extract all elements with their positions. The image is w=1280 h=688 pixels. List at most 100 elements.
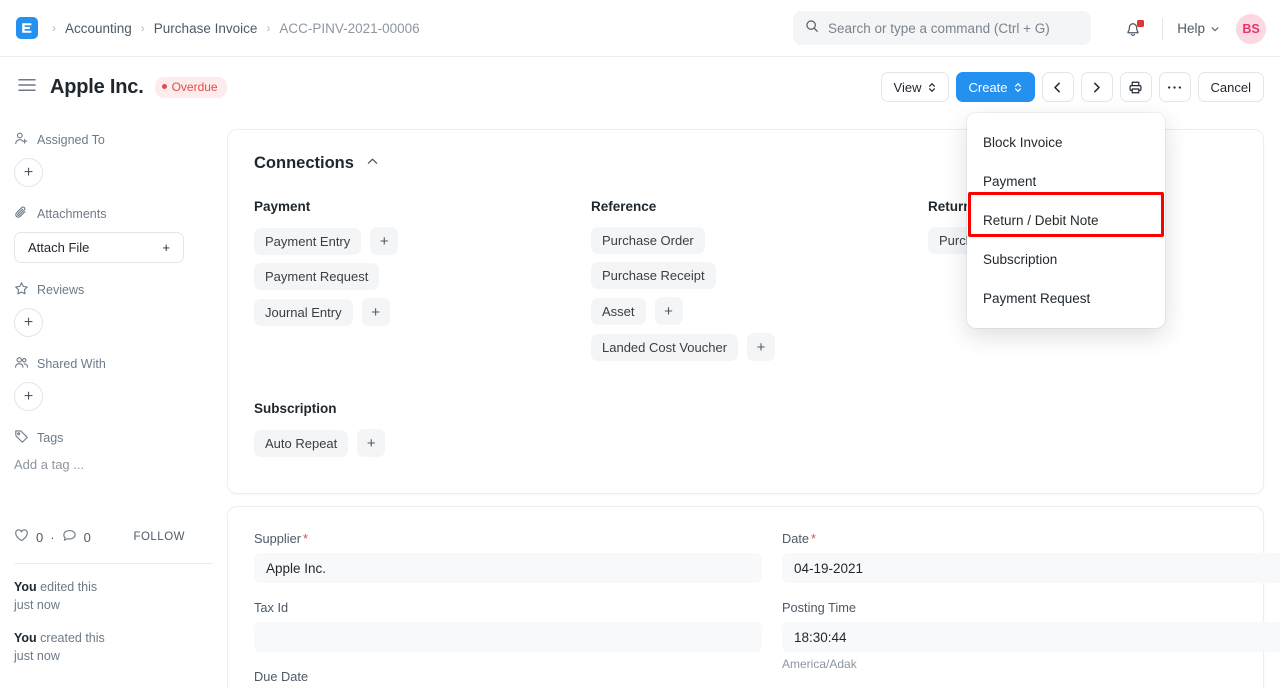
breadcrumb: › Accounting › Purchase Invoice › ACC-PI…: [52, 21, 420, 36]
activity-action: edited this: [36, 580, 98, 594]
heart-icon[interactable]: [14, 528, 29, 546]
cancel-label: Cancel: [1210, 79, 1251, 95]
follow-button[interactable]: FOLLOW: [133, 531, 185, 543]
link-chip-asset[interactable]: Asset: [591, 297, 646, 325]
link-chip-landed-cost-voucher[interactable]: Landed Cost Voucher: [591, 333, 739, 361]
activity-actor: You: [14, 631, 37, 646]
menu-item-payment[interactable]: Payment: [983, 174, 1037, 189]
navbar-divider: [1162, 17, 1164, 40]
avatar[interactable]: BS: [1236, 13, 1266, 44]
sidebar-section-tags: Tags Add a tag ...: [14, 429, 213, 472]
add-asset-button[interactable]: +: [654, 297, 683, 325]
reviews-label: Reviews: [37, 283, 85, 297]
hamburger-menu-icon[interactable]: [14, 74, 40, 101]
date-input[interactable]: 04-19-2021: [782, 553, 1280, 583]
status-label: Overdue: [171, 79, 218, 94]
add-journal-entry-button[interactable]: +: [361, 298, 390, 326]
paperclip-icon: [14, 205, 29, 223]
field-label-text: Due Date: [254, 669, 309, 684]
link-chip-purchase-receipt[interactable]: Purchase Receipt: [591, 262, 716, 289]
sidebar: Assigned To + Attachments Attach File +: [0, 117, 227, 688]
activity-time: just now: [14, 649, 60, 664]
prev-record-button[interactable]: [1041, 72, 1074, 102]
help-menu-button[interactable]: Help: [1173, 16, 1224, 41]
plus-icon: +: [162, 240, 170, 255]
cancel-button[interactable]: Cancel: [1197, 72, 1264, 102]
breadcrumb-item-accounting[interactable]: Accounting: [65, 20, 132, 36]
dot-separator: ·: [50, 529, 55, 545]
column-title: Subscription: [254, 401, 337, 416]
likes-count: 0: [36, 529, 44, 545]
link-chip-payment-entry[interactable]: Payment Entry: [254, 227, 362, 255]
search-input[interactable]: [828, 20, 1079, 36]
activity-item: You edited this just now: [14, 578, 213, 614]
sidebar-footer: 0 · 0 FOLLOW You edited this just now: [14, 528, 213, 666]
column-title: Payment: [254, 199, 311, 214]
page-actions: View Create: [880, 72, 1264, 102]
breadcrumb-item-purchase-invoice[interactable]: Purchase Invoice: [153, 20, 258, 36]
connection-row: Landed Cost Voucher +: [591, 333, 928, 361]
tax-id-input[interactable]: [254, 622, 762, 652]
engagement-row: 0 · 0 FOLLOW: [14, 528, 213, 546]
link-chip-auto-repeat[interactable]: Auto Repeat: [254, 429, 349, 457]
sidebar-section-reviews: Reviews +: [14, 281, 213, 337]
sidebar-section-attachments: Attachments Attach File +: [14, 205, 213, 263]
add-share-button[interactable]: +: [14, 382, 43, 411]
link-chip-journal-entry[interactable]: Journal Entry: [254, 298, 353, 326]
status-dot-icon: [161, 84, 167, 89]
assigned-to-header: Assigned To: [14, 131, 213, 149]
tax-id-label: Tax Id: [254, 600, 762, 615]
connection-row: Asset +: [591, 297, 928, 325]
connections-header: Connections: [254, 154, 1237, 173]
activity-action: created this: [36, 631, 105, 646]
add-landed-cost-voucher-button[interactable]: +: [747, 333, 776, 361]
link-chip-payment-request[interactable]: Payment Request: [254, 263, 380, 290]
connections-subscription-section: Subscription Auto Repeat +: [254, 401, 1237, 457]
bell-icon[interactable]: [1114, 14, 1152, 44]
supplier-input[interactable]: Apple Inc.: [254, 553, 762, 583]
add-payment-entry-button[interactable]: +: [370, 227, 399, 255]
add-assignment-button[interactable]: +: [14, 158, 43, 187]
posting-time-label: Posting Time: [782, 600, 1280, 615]
menu-item-payment-request[interactable]: Payment Request: [983, 291, 1091, 306]
connections-column-payment: Payment Payment Entry + Payment Request …: [254, 199, 591, 369]
add-review-button[interactable]: +: [14, 308, 43, 337]
column-title: Reference: [591, 199, 657, 214]
menu-item-block-invoice[interactable]: Block Invoice: [983, 135, 1063, 150]
search-bar[interactable]: [793, 11, 1091, 45]
print-button[interactable]: [1119, 72, 1152, 102]
tag-icon: [14, 429, 29, 447]
tags-header: Tags: [14, 429, 213, 447]
add-auto-repeat-button[interactable]: +: [357, 429, 386, 457]
timezone-hint: America/Adak: [782, 657, 857, 671]
attach-file-button[interactable]: Attach File +: [14, 232, 184, 263]
required-marker: *: [302, 531, 308, 546]
connections-column-reference: Reference Purchase Order Purchase Receip…: [591, 199, 928, 369]
more-options-button[interactable]: [1158, 72, 1191, 102]
menu-item-subscription[interactable]: Subscription: [983, 252, 1058, 267]
link-chip-purchase-order[interactable]: Purchase Order: [591, 227, 705, 254]
chevron-down-icon: [1211, 26, 1219, 31]
create-dropdown-menu: Block Invoice Payment Return / Debit Not…: [967, 113, 1165, 328]
reviews-header: Reviews: [14, 281, 213, 299]
comments-count: 0: [83, 529, 91, 545]
chevron-up-icon[interactable]: [366, 155, 379, 173]
activity-time: just now: [14, 598, 60, 613]
menu-item-return-debit-note[interactable]: Return / Debit Note: [983, 213, 1099, 228]
view-button[interactable]: View: [880, 72, 949, 102]
connection-row: Journal Entry +: [254, 298, 591, 326]
star-icon: [14, 281, 29, 299]
due-date-label: Due Date: [254, 669, 762, 684]
create-label: Create: [968, 79, 1008, 95]
notification-badge: [1137, 19, 1145, 27]
create-button[interactable]: Create: [955, 72, 1035, 102]
frappe-logo-icon[interactable]: [16, 17, 38, 39]
supplier-label: Supplier *: [254, 531, 762, 546]
view-label: View: [893, 79, 922, 95]
add-tag-input[interactable]: Add a tag ...: [14, 457, 85, 472]
next-record-button[interactable]: [1080, 72, 1113, 102]
attachments-label: Attachments: [37, 207, 107, 221]
posting-time-input[interactable]: 18:30:44: [782, 622, 1280, 652]
comment-icon[interactable]: [62, 528, 77, 546]
details-card: Supplier * Apple Inc. Tax Id Due Date: [227, 506, 1280, 688]
